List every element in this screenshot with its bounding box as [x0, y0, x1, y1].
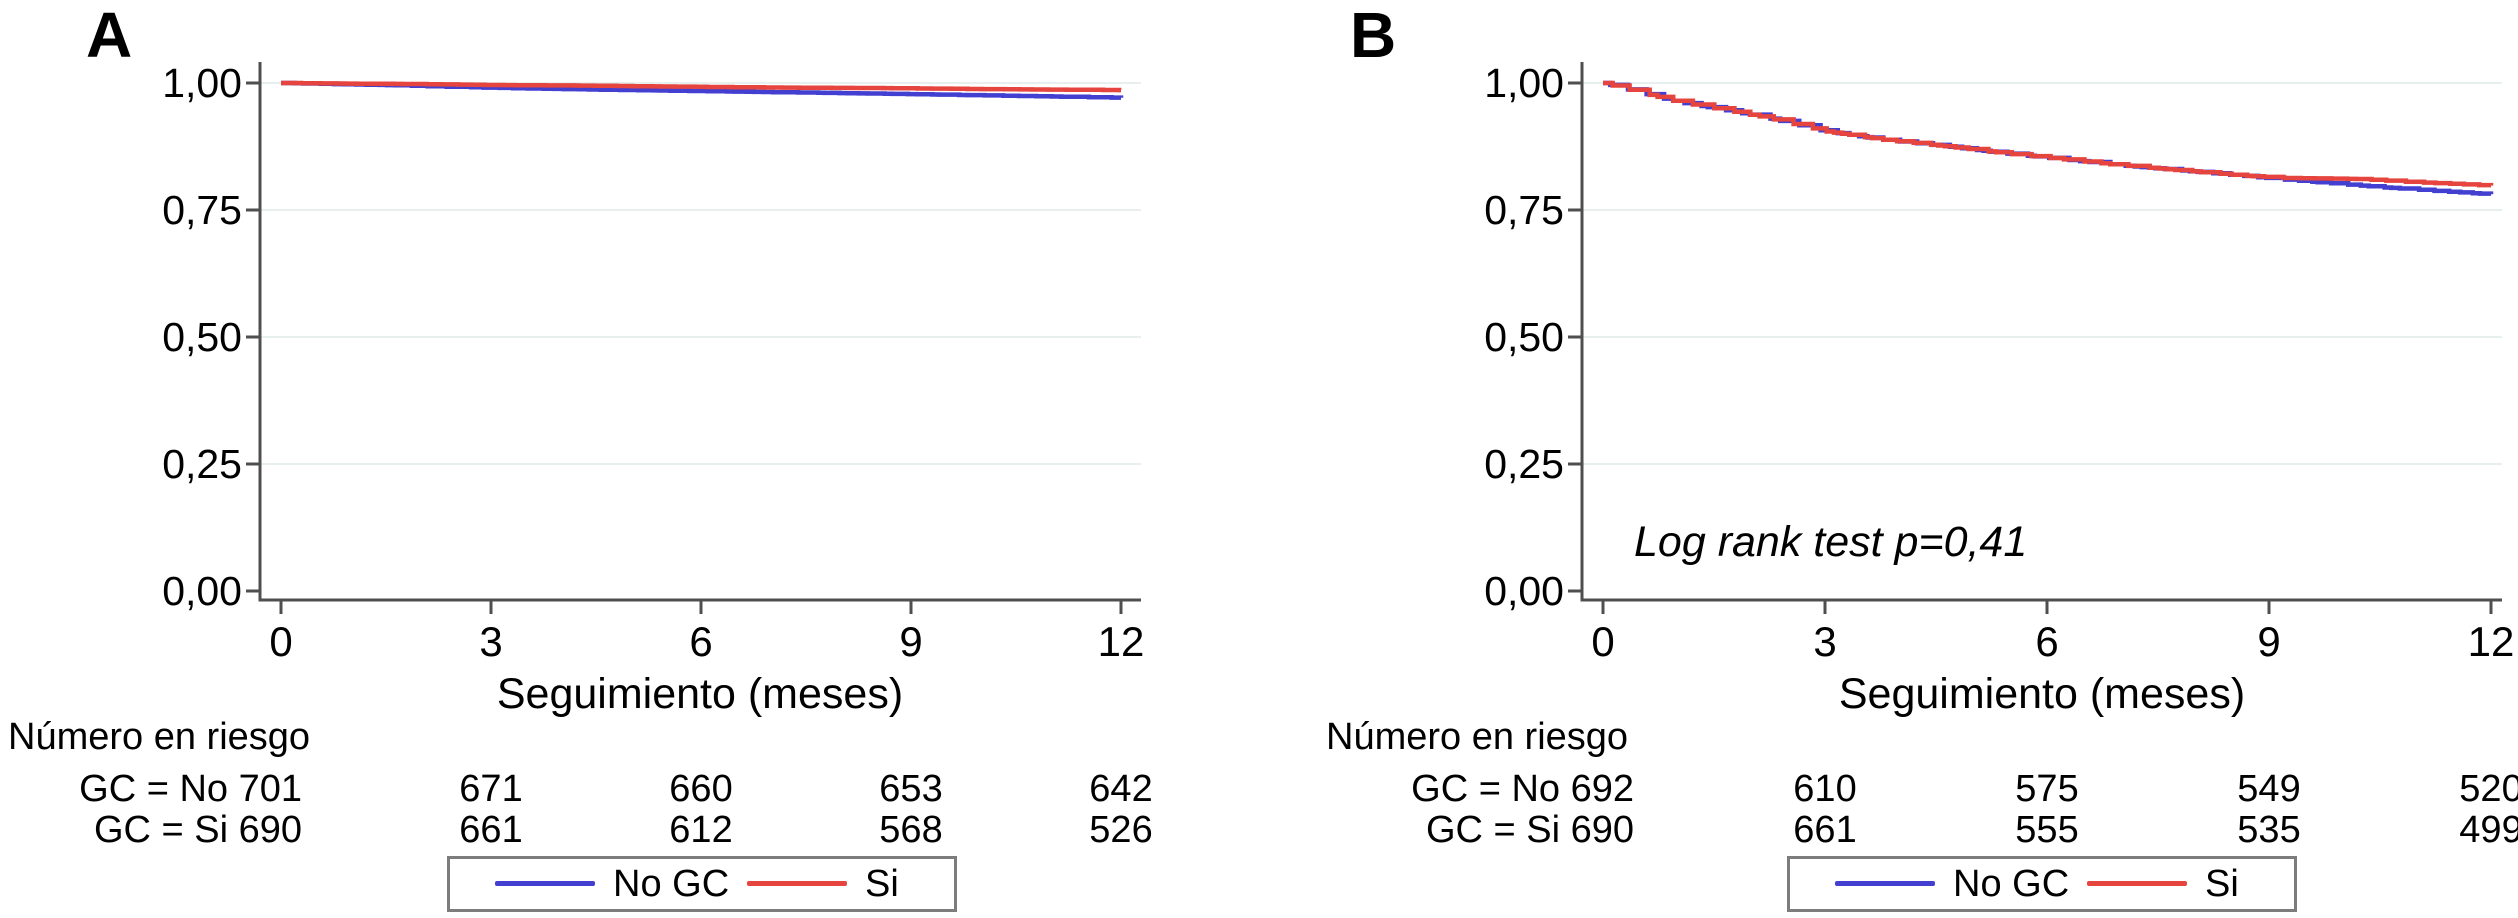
- panel-b-x-tick-label: 9: [2257, 618, 2281, 665]
- panel-b-y-tick-label: 0,75: [1484, 187, 1564, 233]
- panel-b-legend: No GC Si GC: [1787, 856, 2297, 918]
- panel-b-y-tick-label: 1,00: [1484, 60, 1564, 106]
- km-curve-si-gc-panel-a: [281, 80, 1122, 93]
- panel-b-legend-si-gc-line: [2087, 881, 2187, 886]
- panel-b-risk-value: 555: [2015, 809, 2079, 851]
- panel-a-y-tick-label: 0,25: [162, 441, 242, 487]
- panel-b-x-tick-label: 0: [1591, 618, 1615, 665]
- panel-b-y-tick-label: 0,50: [1484, 314, 1564, 360]
- panel-a-risk-value: 642: [1089, 768, 1153, 810]
- panel-b-risk-value: 661: [1793, 809, 1857, 851]
- panel-a-risk-value: 526: [1089, 809, 1153, 851]
- panel-a-legend-no-gc-label: No GC: [613, 863, 730, 905]
- panel-a-risk-table-header: Número en riesgo: [8, 716, 311, 758]
- panel-a-risk-value: 568: [879, 809, 943, 851]
- panel-b-y-tick-label: 0,25: [1484, 441, 1564, 487]
- panel-a-y-tick-label: 1,00: [162, 60, 242, 106]
- panel-a-x-tick-label: 9: [899, 618, 923, 665]
- panel-a-x-tick-label: 6: [689, 618, 713, 665]
- panel-a-legend-si-gc-label: Si GC: [865, 863, 922, 918]
- panel-a-legend-no-gc-line: [495, 881, 595, 886]
- panel-a-x-tick-label: 12: [1097, 618, 1145, 665]
- panel-b-risk-value: 610: [1793, 768, 1857, 810]
- panel-a-y-tick-label: 0,00: [162, 568, 242, 614]
- panel-a-risk-row-label: GC = No 701: [79, 768, 302, 810]
- panel-b-risk-value: 535: [2237, 809, 2301, 851]
- panel-a-risk-value: 671: [459, 768, 523, 810]
- panel-a-legend-si-gc-line: [747, 881, 847, 886]
- panel-a-risk-row-label: GC = Si 690: [93, 809, 302, 851]
- panel-b-x-tick-label: 3: [1813, 618, 1837, 665]
- panel-b-label: B: [1350, 0, 1397, 71]
- panel-a-x-tick-label: 3: [479, 618, 503, 665]
- panel-b-legend-no-gc-label: No GC: [1953, 863, 2070, 905]
- panel-b-x-axis-title: Seguimiento (meses): [1838, 670, 2246, 718]
- panel-b-risk-row-label: GC = No 692: [1411, 768, 1634, 810]
- panel-b-risk-row-label: GC = Si 690: [1425, 809, 1634, 851]
- panel-b-legend-no-gc-line: [1835, 881, 1935, 886]
- km-curve-si-gc-panel-b: [1603, 80, 2494, 188]
- panel-a-label: A: [86, 0, 133, 71]
- panel-b-y-tick-label: 0,00: [1484, 568, 1564, 614]
- panel-a-y-tick-label: 0,75: [162, 187, 242, 233]
- panel-b-x-tick-label: 6: [2035, 618, 2059, 665]
- panel-b-legend-si-gc-label: Si GC: [2205, 863, 2262, 918]
- panel-b-risk-value: 520: [2459, 768, 2518, 810]
- panel-b-risk-value: 549: [2237, 768, 2301, 810]
- panel-b-logrank-annotation: Log rank test p=0,41: [1634, 518, 2028, 566]
- panel-a-risk-value: 612: [669, 809, 733, 851]
- panel-a-y-tick-label: 0,50: [162, 314, 242, 360]
- panel-a-x-tick-label: 0: [269, 618, 293, 665]
- panel-b-x-tick-label: 12: [2467, 618, 2515, 665]
- panel-b-risk-value: 575: [2015, 768, 2079, 810]
- panel-a-risk-value: 660: [669, 768, 733, 810]
- panel-a-legend: No GC Si GC: [447, 856, 957, 918]
- panel-b-risk-value: 499: [2459, 809, 2518, 851]
- panel-a-x-axis-title: Seguimiento (meses): [496, 670, 904, 718]
- panel-b-risk-table-header: Número en riesgo: [1326, 716, 1629, 758]
- panel-a-risk-value: 653: [879, 768, 943, 810]
- panel-a-risk-value: 661: [459, 809, 523, 851]
